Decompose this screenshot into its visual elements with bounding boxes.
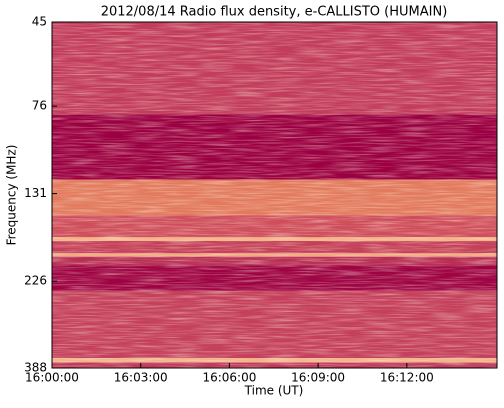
plot-frame <box>51 21 498 369</box>
y-tick-label: 226 <box>24 274 47 288</box>
x-tick-label: 16:12:00 <box>380 371 434 385</box>
x-tick-label: 16:03:00 <box>114 371 168 385</box>
y-tick-label: 388 <box>24 361 47 375</box>
x-tick-label: 16:06:00 <box>202 371 256 385</box>
x-axis-label: Time (UT) <box>244 384 304 398</box>
y-tick-label: 45 <box>32 15 47 29</box>
chart-title: 2012/08/14 Radio flux density, e-CALLIST… <box>101 5 448 20</box>
x-tick-label: 16:09:00 <box>291 371 345 385</box>
y-tick-label: 76 <box>32 99 47 113</box>
x-tick-label: 16:00:00 <box>25 371 79 385</box>
y-tick-label: 131 <box>24 186 47 200</box>
y-axis-label: Frequency (MHz) <box>5 145 19 246</box>
texture <box>52 22 497 368</box>
